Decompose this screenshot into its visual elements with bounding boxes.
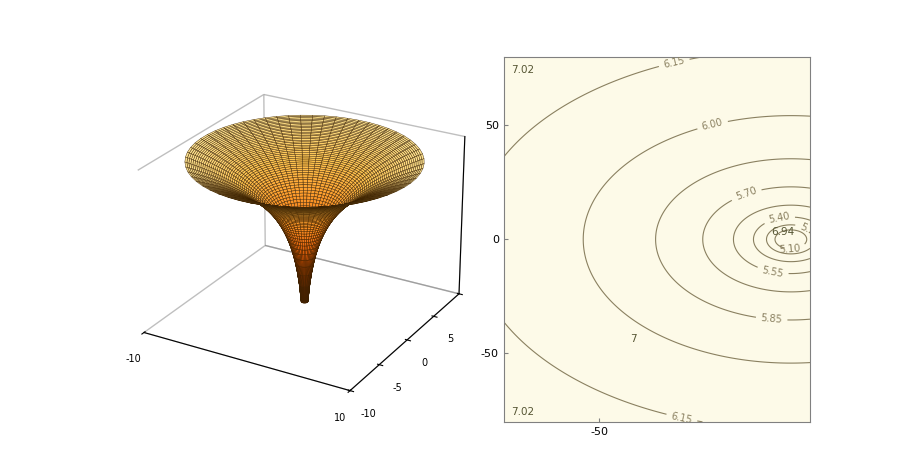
Text: 5.25: 5.25 xyxy=(798,221,822,239)
Text: 6.15: 6.15 xyxy=(670,410,693,425)
Text: 5.40: 5.40 xyxy=(768,211,791,225)
Text: 5.85: 5.85 xyxy=(760,313,783,325)
Text: 5.10: 5.10 xyxy=(778,243,801,255)
Text: 5.70: 5.70 xyxy=(734,186,758,202)
Text: 6.00: 6.00 xyxy=(701,118,724,132)
Text: 6.15: 6.15 xyxy=(662,55,686,70)
Text: 6.94: 6.94 xyxy=(771,227,795,237)
Text: 7.02: 7.02 xyxy=(511,65,535,75)
Text: 7.02: 7.02 xyxy=(511,407,535,417)
Text: 5.55: 5.55 xyxy=(761,265,785,279)
Text: 7: 7 xyxy=(630,334,636,344)
